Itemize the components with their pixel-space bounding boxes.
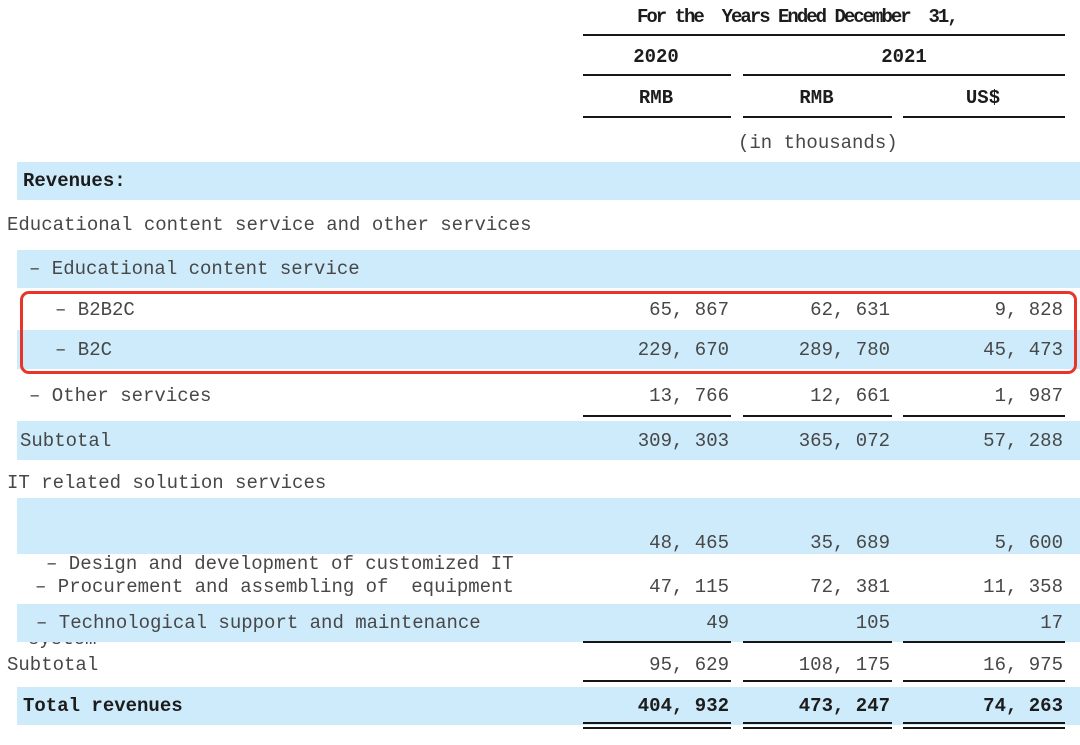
value-2020-rmb: 229, 670 <box>637 338 729 361</box>
double-rule-total-col1-b <box>583 727 731 729</box>
value-2021-rmb: 108, 175 <box>798 654 890 676</box>
row-label: – Technological support and maintenance <box>36 612 481 634</box>
double-rule-total-col3-b <box>903 727 1065 729</box>
value-2021-usd: 74, 263 <box>983 695 1063 717</box>
value-2020-rmb: 309, 303 <box>637 429 729 452</box>
row-educational-content-service: – Educational content service <box>0 250 1080 288</box>
row-label: – Procurement and assembling of equipmen… <box>35 576 514 598</box>
rule-under-tech-col2 <box>743 641 892 643</box>
row-label: – B2B2C <box>55 299 135 321</box>
value-2021-usd: 57, 288 <box>983 429 1063 452</box>
value-2021-rmb: 62, 631 <box>810 299 890 321</box>
row-subtotal-it: Subtotal 95, 629 108, 175 16, 975 <box>0 646 1080 684</box>
value-2020-rmb: 49 <box>706 612 729 634</box>
value-2021-rmb: 12, 661 <box>810 385 890 407</box>
row-design-development: – Design and development of customized I… <box>0 498 1080 650</box>
row-it-related: IT related solution services <box>0 464 1080 502</box>
row-label: Total revenues <box>23 695 183 717</box>
value-2021-rmb: 105 <box>855 612 890 634</box>
double-rule-total-col2-b <box>743 727 892 729</box>
row-subtotal-educational: Subtotal 309, 303 365, 072 57, 288 <box>0 421 1080 460</box>
column-year-2021: 2021 <box>881 46 927 68</box>
row-label: IT related solution services <box>7 472 327 494</box>
row-revenues: Revenues: <box>0 162 1080 200</box>
rule-under-subtotal-col2 <box>743 680 892 682</box>
header-rule-2020 <box>583 74 731 76</box>
column-unit-usd-2021: US$ <box>965 87 1001 109</box>
value-2021-usd: 17 <box>1040 612 1063 634</box>
value-2021-usd: 9, 828 <box>994 299 1063 321</box>
value-2020-rmb: 48, 465 <box>649 532 729 554</box>
row-label: Subtotal <box>7 654 99 676</box>
header-rule-col1 <box>583 116 731 118</box>
value-2021-usd: 16, 975 <box>983 654 1063 676</box>
rule-under-other-col2 <box>743 415 892 417</box>
row-tech-support: – Technological support and maintenance … <box>0 604 1080 642</box>
header-rule-top <box>583 34 1065 36</box>
value-2021-rmb: 289, 780 <box>798 338 890 361</box>
row-label: – Educational content service <box>29 258 360 280</box>
highlight-box <box>20 291 1077 374</box>
double-rule-total-col1-a <box>583 722 731 724</box>
value-2021-usd: 5, 600 <box>994 532 1063 554</box>
value-2021-rmb: 365, 072 <box>798 429 890 452</box>
value-2020-rmb: 47, 115 <box>649 576 729 598</box>
row-b2b2c: – B2B2C 65, 867 62, 631 9, 828 <box>0 290 1080 330</box>
value-2021-rmb: 35, 689 <box>810 532 890 554</box>
value-2021-rmb: 72, 381 <box>810 576 890 598</box>
double-rule-total-col3-a <box>903 722 1065 724</box>
value-2020-rmb: 65, 867 <box>649 299 729 321</box>
header-rule-col2 <box>743 116 892 118</box>
table-period-title: For the Years Ended December 31, <box>637 6 959 28</box>
rule-under-other-col3 <box>903 415 1065 417</box>
value-2020-rmb: 404, 932 <box>637 695 729 717</box>
row-total-revenues: Total revenues 404, 932 473, 247 74, 263 <box>0 687 1080 725</box>
row-label: Educational content service and other se… <box>7 214 532 236</box>
value-2021-rmb: 473, 247 <box>798 695 890 717</box>
units-note: (in thousands) <box>738 132 898 154</box>
row-label: – B2C <box>55 338 113 361</box>
value-2020-rmb: 95, 629 <box>649 654 729 676</box>
column-unit-rmb-2020: RMB <box>638 87 674 109</box>
value-2021-usd: 45, 473 <box>983 338 1063 361</box>
rule-under-subtotal-col3 <box>903 680 1065 682</box>
row-procurement: – Procurement and assembling of equipmen… <box>0 568 1080 606</box>
rule-under-other-col1 <box>583 415 731 417</box>
row-label: – Design and development of customized I… <box>0 498 611 650</box>
double-rule-total-col2-a <box>743 722 892 724</box>
row-label: – Other services <box>29 385 212 407</box>
value-2020-rmb: 13, 766 <box>649 385 729 407</box>
rule-under-tech-col1 <box>583 641 731 643</box>
row-label: Revenues: <box>23 170 126 192</box>
row-label: Subtotal <box>20 429 112 452</box>
row-educational-content-and-other: Educational content service and other se… <box>0 206 1080 244</box>
value-2021-usd: 11, 358 <box>983 576 1063 598</box>
header-rule-col3 <box>903 116 1065 118</box>
row-b2c: – B2C 229, 670 289, 780 45, 473 <box>0 330 1080 369</box>
rule-under-tech-col3 <box>903 641 1065 643</box>
row-label-line1: – Design and development of customized I… <box>46 553 514 575</box>
header-rule-2021 <box>743 74 1065 76</box>
column-unit-rmb-2021: RMB <box>799 87 834 109</box>
value-2021-usd: 1, 987 <box>994 385 1063 407</box>
rule-under-subtotal-col1 <box>583 680 731 682</box>
row-other-services: – Other services 13, 766 12, 661 1, 987 <box>0 377 1080 415</box>
column-year-2020: 2020 <box>633 46 679 68</box>
